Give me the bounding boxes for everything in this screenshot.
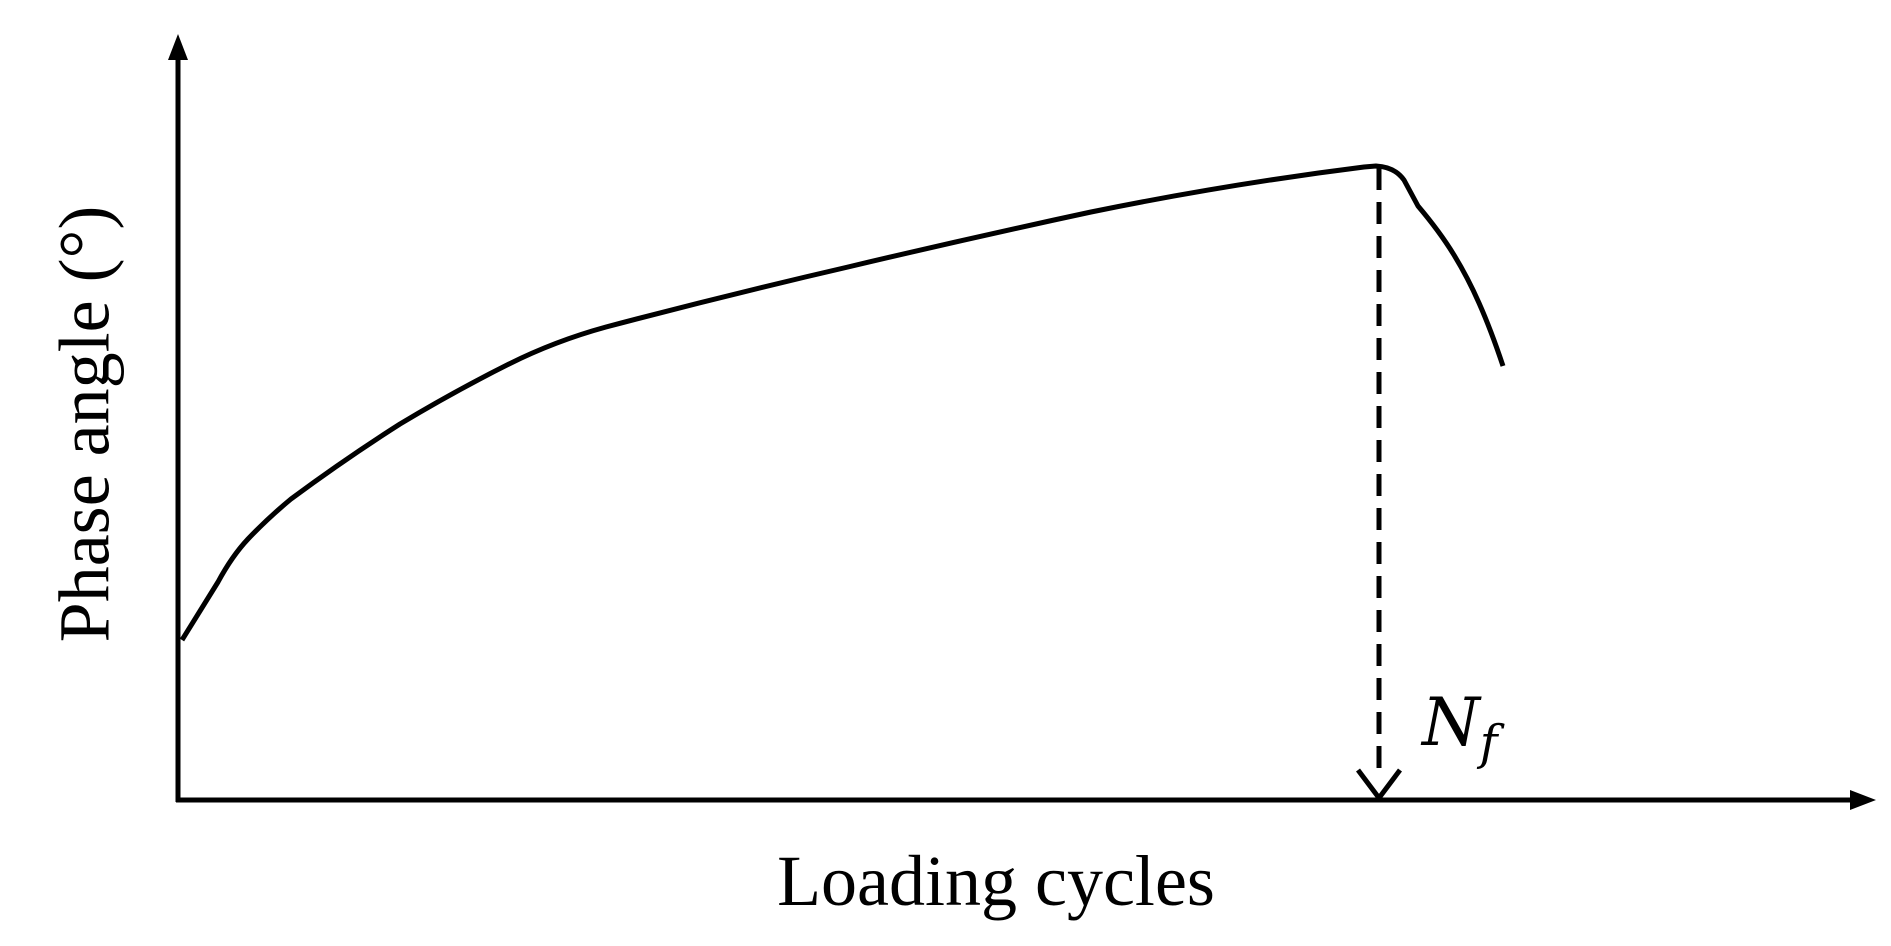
failure-subscript: f [1477, 715, 1505, 771]
y-axis-arrow [168, 34, 188, 60]
failure-symbol: N [1420, 684, 1482, 761]
y-axis-label: Phase angle (°) [45, 206, 125, 643]
failure-label: Nf [1420, 684, 1505, 771]
phase-angle-curve [179, 163, 1506, 642]
x-axis-arrow [1850, 790, 1876, 810]
x-axis-label: Loading cycles [777, 841, 1215, 921]
failure-arrowhead [1356, 768, 1402, 803]
